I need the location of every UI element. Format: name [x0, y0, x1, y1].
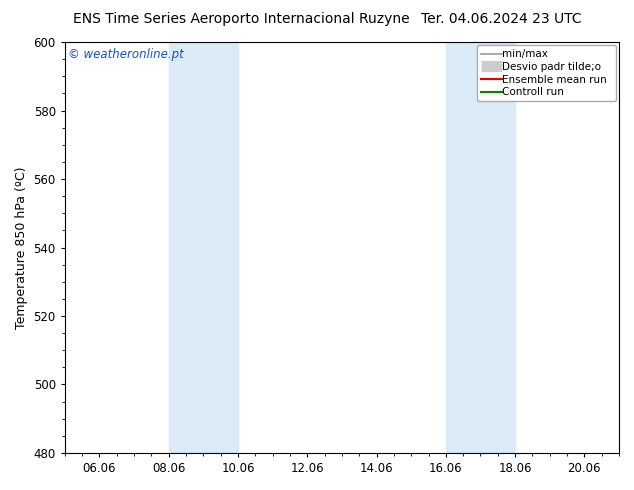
Text: © weatheronline.pt: © weatheronline.pt — [68, 48, 183, 61]
Bar — [446, 42, 515, 453]
Legend: min/max, Desvio padr tilde;o, Ensemble mean run, Controll run: min/max, Desvio padr tilde;o, Ensemble m… — [477, 45, 616, 101]
Bar — [169, 42, 238, 453]
Text: Ter. 04.06.2024 23 UTC: Ter. 04.06.2024 23 UTC — [420, 12, 581, 26]
Y-axis label: Temperature 850 hPa (ºC): Temperature 850 hPa (ºC) — [15, 166, 28, 329]
Text: ENS Time Series Aeroporto Internacional Ruzyne: ENS Time Series Aeroporto Internacional … — [73, 12, 409, 26]
